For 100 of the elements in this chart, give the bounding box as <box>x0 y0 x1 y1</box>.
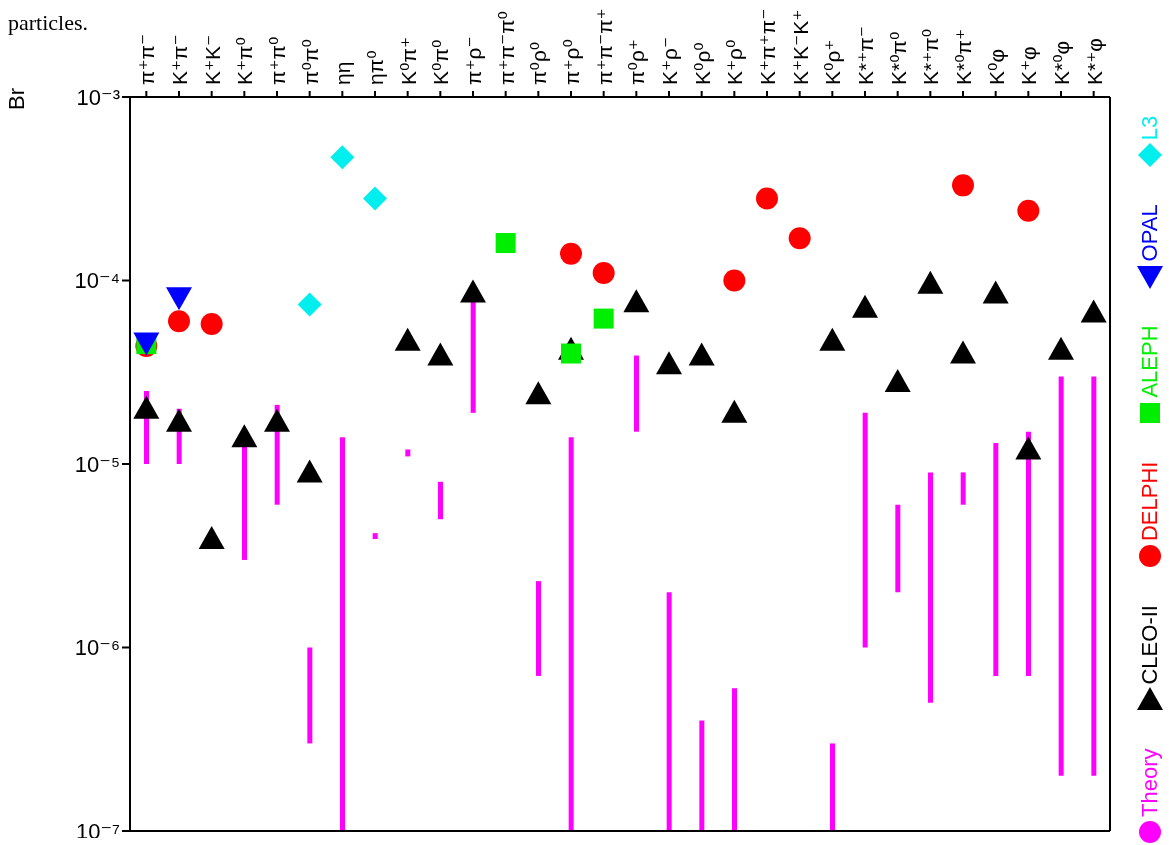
x-tick-label: K⁰φ <box>984 48 1008 85</box>
bar <box>928 472 933 703</box>
point <box>495 233 516 254</box>
point <box>560 242 582 265</box>
point <box>982 280 1009 304</box>
point <box>133 395 160 419</box>
x-tick-label: K*⁰π⁰ <box>886 31 910 85</box>
bar <box>1091 376 1097 776</box>
text: DELPHI <box>1137 461 1163 542</box>
y-tick-label: 10⁻⁴ <box>74 268 120 294</box>
point <box>917 270 944 294</box>
x-tick-label: π⁺ρ⁰ <box>560 39 583 85</box>
text: Theory <box>1137 748 1163 817</box>
x-tick-label: K*⁰π⁺ <box>952 28 975 85</box>
x-tick-label: K⁰π⁰ <box>429 39 453 85</box>
x-tick-label: π⁰ρ⁺ <box>625 39 649 85</box>
text: particles. <box>8 10 89 36</box>
bar <box>405 449 411 457</box>
bar <box>536 581 541 676</box>
bar <box>634 355 639 432</box>
point <box>788 227 811 250</box>
x-tick-label: K*⁺π⁻ <box>854 26 877 85</box>
x-tick-label: K⁺π⁰ <box>233 37 257 85</box>
x-tick-label: K⁺ρ⁻ <box>658 36 681 85</box>
x-tick-label: π⁰π⁰ <box>298 39 322 85</box>
bar <box>862 412 868 648</box>
y-tick-label: 10⁻⁶ <box>74 635 120 661</box>
bar <box>895 504 901 593</box>
point <box>688 342 715 366</box>
x-tick-label: π⁺π⁻π⁺ <box>592 8 616 85</box>
point <box>330 145 355 170</box>
point <box>168 310 190 333</box>
point <box>297 292 322 317</box>
x-tick-label: π⁺π⁻π⁰ <box>494 10 518 85</box>
bar <box>993 443 999 676</box>
x-tick-label: π⁰ρ⁰ <box>527 41 551 85</box>
bar <box>699 720 705 831</box>
text: CLEO-II <box>1137 605 1163 685</box>
x-tick-label: K⁺K⁻ <box>200 34 224 85</box>
point <box>623 289 650 313</box>
point <box>723 269 746 292</box>
bar <box>1058 376 1064 776</box>
bar <box>568 437 574 831</box>
point <box>200 312 223 335</box>
x-tick-label: K⁰ρ⁰ <box>690 42 714 85</box>
bar <box>438 481 443 520</box>
point <box>952 174 974 197</box>
point <box>593 308 614 329</box>
point <box>1080 299 1107 323</box>
x-tick-label: K⁺π⁺π⁻ <box>756 8 779 85</box>
bar <box>960 472 966 505</box>
point <box>363 186 387 211</box>
point <box>884 368 911 392</box>
bar <box>830 743 835 831</box>
bar <box>666 592 672 831</box>
point <box>166 408 192 432</box>
x-tick-label: ηπ⁰ <box>364 50 387 85</box>
x-tick-label: K*⁺π⁰ <box>919 28 943 85</box>
text: OPAL <box>1137 204 1163 262</box>
bar <box>372 533 378 540</box>
x-tick-label: K⁺φ <box>1017 46 1041 85</box>
point <box>460 279 486 303</box>
x-tick-label: π⁺ρ⁻ <box>462 36 485 85</box>
x-tick-label: ηη <box>331 61 355 85</box>
bar <box>470 300 476 413</box>
bar <box>732 688 737 831</box>
y-tick-label: 10⁻³ <box>76 84 120 110</box>
point <box>198 526 225 550</box>
x-tick-label: K⁺ρ⁰ <box>723 39 747 85</box>
point <box>525 381 552 405</box>
point <box>1015 436 1042 460</box>
point <box>950 340 976 364</box>
bar <box>1026 431 1031 676</box>
x-tick-label: K*⁰φ <box>1050 40 1073 85</box>
y-axis-title: Br <box>4 88 30 110</box>
point <box>1017 199 1040 222</box>
x-tick-label: K⁰π⁺ <box>396 37 420 85</box>
point <box>819 327 846 351</box>
point <box>756 187 778 210</box>
y-tick-label: 10⁻⁵ <box>74 451 120 477</box>
point <box>1048 336 1074 360</box>
point <box>721 399 748 423</box>
point <box>427 342 454 366</box>
x-tick-label: π⁺π⁰ <box>266 36 289 85</box>
x-tick-label: π⁺π⁻ <box>135 33 159 85</box>
x-tick-label: K⁺K⁻K⁺ <box>788 9 812 85</box>
point <box>592 261 615 284</box>
x-tick-label: K*⁺φ <box>1082 38 1106 85</box>
x-tick-label: K⁺π⁻ <box>168 34 191 85</box>
point <box>264 408 290 432</box>
point <box>394 327 421 351</box>
bar <box>307 647 313 744</box>
point <box>852 294 878 318</box>
point <box>656 351 682 375</box>
text: ALEPH <box>1137 325 1163 398</box>
point <box>296 459 323 483</box>
text: L3 <box>1137 115 1163 141</box>
bar <box>340 437 345 831</box>
point <box>231 424 258 448</box>
x-tick-label: K⁰ρ⁺ <box>821 39 845 85</box>
